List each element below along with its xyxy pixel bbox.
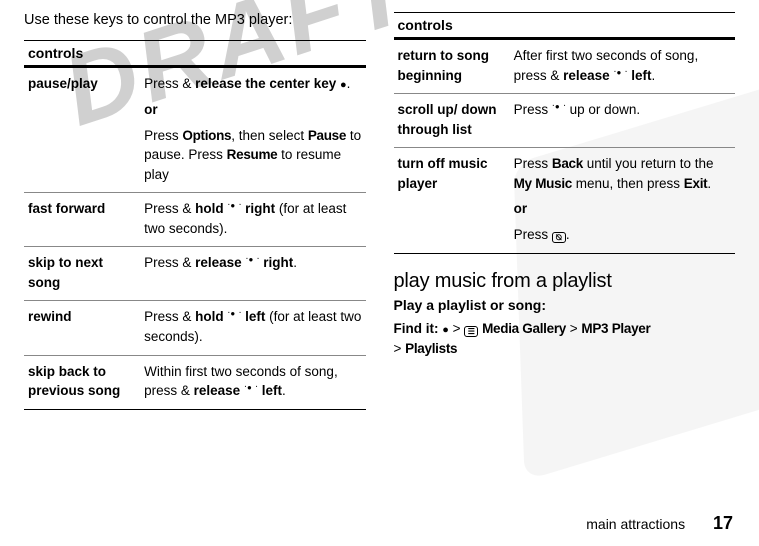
action-desc: Press Back until you return to the My Mu… [510,148,735,253]
or-text: or [514,199,731,219]
ui-label: Exit [684,176,708,191]
action-label: skip back to previous song [24,355,140,409]
text-bold: release [563,68,610,83]
text: Press [144,128,182,143]
controls-table-right: controls return to song beginning After … [394,12,736,254]
ui-label: Resume [227,147,278,162]
table-row: skip to next song Press & release right. [24,247,366,301]
ui-label: Media Gallery [482,321,566,336]
center-key-icon: ● [340,78,347,94]
text: , then select [231,128,308,143]
action-label: return to song beginning [394,39,510,94]
table-row: scroll up/ down through list Press up or… [394,94,736,148]
text-bold: left [631,68,651,83]
controls-table-left: controls pause/play Press & release the … [24,40,366,410]
action-label: scroll up/ down through list [394,94,510,148]
text: Press & [144,76,195,91]
table-row: fast forward Press & hold right (for at … [24,193,366,247]
nav-icon [245,256,259,268]
action-label: skip to next song [24,247,140,301]
text: Press [514,156,552,171]
text-bold: right [245,201,275,216]
table-header: controls [24,41,366,67]
table-row: return to song beginning After first two… [394,39,736,94]
center-key-icon: ● [442,322,449,339]
text-bold: release [194,383,241,398]
text: Press & [144,309,195,324]
text: > [394,341,402,356]
nav-icon [552,103,566,115]
action-desc: Press & hold right (for at least two sec… [140,193,365,247]
action-label: fast forward [24,193,140,247]
ui-label: My Music [514,176,572,191]
text-bold: release the center key [195,76,336,91]
table-header: controls [394,13,736,39]
text: . [566,227,570,242]
text-bold: left [262,383,282,398]
text: Press [514,227,552,242]
nav-icon [227,202,241,214]
table-row: skip back to previous song Within first … [24,355,366,409]
text: Press [514,102,552,117]
find-it-path: Find it: ● > ☰ Media Gallery > MP3 Playe… [394,319,736,360]
text: until you return to the [583,156,714,171]
page-number: 17 [713,513,733,533]
sub-heading: Play a playlist or song: [394,297,736,313]
text: > [453,321,461,336]
text-bold: right [263,255,293,270]
text: . [651,68,655,83]
table-row: pause/play Press & release the center ke… [24,67,366,193]
action-desc: After first two seconds of song, press &… [510,39,735,94]
text-bold: hold [195,309,224,324]
ui-label: Options [182,128,231,143]
page-footer: main attractions 17 [586,513,733,534]
table-row: rewind Press & hold left (for at least t… [24,301,366,355]
action-desc: Press & release the center key ●. or Pre… [140,67,365,193]
text: . [282,383,286,398]
action-desc: Press & hold left (for at least two seco… [140,301,365,355]
ui-label: Back [552,156,583,171]
footer-section: main attractions [586,516,685,532]
nav-icon [227,310,241,322]
end-key-icon: ⦰ [552,232,566,243]
intro-text: Use these keys to control the MP3 player… [24,12,366,28]
action-desc: Press & release right. [140,247,365,301]
action-label: pause/play [24,67,140,193]
ui-label: MP3 Player [581,321,650,336]
text-bold: left [245,309,265,324]
left-column: Use these keys to control the MP3 player… [24,12,366,410]
text-bold: hold [195,201,224,216]
nav-icon [613,69,627,81]
ui-label: Pause [308,128,346,143]
action-label: turn off music player [394,148,510,253]
text: . [293,255,297,270]
findit-label: Find it: [394,321,439,336]
text: menu, then press [572,176,684,191]
action-desc: Press up or down. [510,94,735,148]
table-row: turn off music player Press Back until y… [394,148,736,253]
text: Press & [144,201,195,216]
text: . [707,176,711,191]
nav-icon [244,384,258,396]
menu-key-icon: ☰ [464,326,478,337]
action-label: rewind [24,301,140,355]
ui-label: Playlists [405,341,457,356]
section-title: play music from a playlist [394,270,736,293]
text: > [570,321,578,336]
text: . [347,76,351,91]
page-content: Use these keys to control the MP3 player… [0,0,759,410]
text: Press & [144,255,195,270]
text: up or down. [566,102,640,117]
text-bold: release [195,255,242,270]
action-desc: Within first two seconds of song, press … [140,355,365,409]
right-column: controls return to song beginning After … [394,12,736,410]
or-text: or [144,100,361,120]
